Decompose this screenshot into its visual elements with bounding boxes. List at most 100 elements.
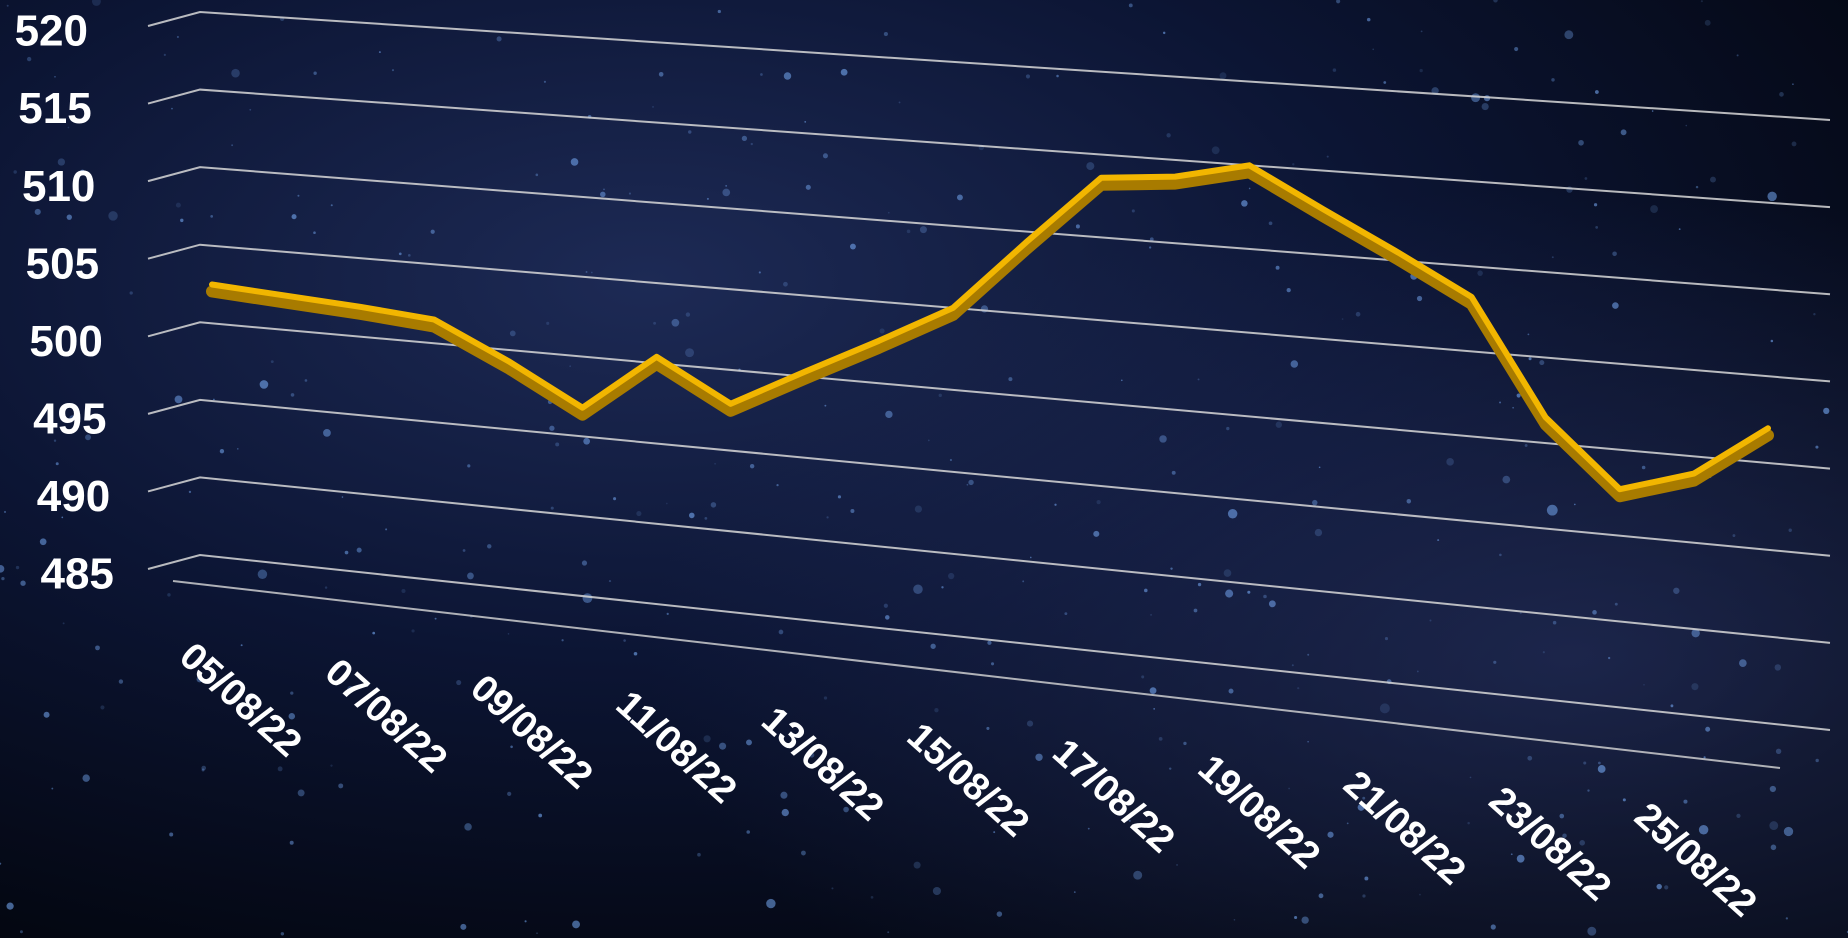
bokeh-dot	[240, 644, 243, 647]
bokeh-dot	[1527, 333, 1530, 336]
bokeh-dot	[1248, 187, 1251, 190]
bokeh-dot	[167, 593, 171, 597]
bokeh-dot	[1153, 707, 1156, 710]
bokeh-dot	[236, 448, 239, 450]
bokeh-dot	[1341, 318, 1344, 320]
bokeh-dot	[1297, 687, 1300, 690]
bokeh-dot	[688, 512, 695, 519]
bokeh-dot	[750, 142, 753, 146]
bokeh-dot	[831, 887, 834, 890]
bokeh-dot	[934, 708, 939, 713]
bokeh-dot	[1643, 683, 1645, 686]
bokeh-dot	[919, 226, 927, 234]
bokeh-dot	[201, 765, 207, 771]
bokeh-dot	[1502, 475, 1511, 484]
y-tick-label: 490	[37, 472, 110, 521]
bokeh-dot	[1419, 68, 1423, 73]
bokeh-dot	[1357, 803, 1365, 811]
bokeh-dot	[1166, 133, 1171, 138]
bokeh-dot	[1770, 339, 1774, 343]
bokeh-dot	[717, 9, 721, 14]
bokeh-dot	[1815, 445, 1819, 449]
bokeh-dot	[1656, 883, 1662, 890]
bokeh-dot	[1481, 103, 1489, 111]
bokeh-dot	[1366, 17, 1371, 22]
bokeh-dot	[524, 920, 527, 923]
bokeh-dot	[746, 830, 751, 834]
bokeh-dot	[850, 508, 855, 513]
bokeh-dot	[1022, 580, 1025, 583]
grid-line	[147, 166, 1831, 296]
bokeh-dot	[800, 850, 806, 856]
bokeh-dot	[1346, 822, 1349, 825]
bokeh-dot	[20, 580, 26, 586]
bokeh-dot	[1512, 406, 1514, 409]
bokeh-dot	[507, 633, 510, 635]
bokeh-dot	[1783, 826, 1794, 837]
bokeh-dot	[376, 718, 379, 720]
bokeh-dot	[1578, 139, 1584, 146]
bokeh-dot	[1551, 78, 1555, 82]
bokeh-dot	[1499, 401, 1502, 404]
bokeh-dot	[538, 813, 543, 818]
bokeh-dot	[990, 662, 995, 666]
bokeh-dot	[1664, 885, 1669, 890]
bokeh-dot	[804, 120, 807, 123]
bokeh-dot	[13, 170, 17, 174]
bokeh-dot	[823, 696, 828, 700]
bokeh-dot	[665, 502, 668, 505]
bokeh-dot	[1279, 841, 1282, 844]
bokeh-dot	[1183, 741, 1187, 746]
bokeh-dot	[1291, 664, 1294, 667]
bokeh-dot	[1362, 894, 1366, 898]
bokeh-dot	[535, 173, 539, 177]
bokeh-dot	[1219, 72, 1227, 80]
bokeh-dot	[703, 735, 711, 743]
bokeh-dot	[906, 229, 911, 234]
bokeh-dot	[464, 823, 472, 831]
bokeh-dot	[1008, 377, 1013, 382]
bokeh-dot	[1788, 528, 1792, 532]
bokeh-dot	[1383, 81, 1387, 84]
grid-line	[147, 243, 1831, 383]
bokeh-dot	[543, 80, 547, 83]
bokeh-dot	[1579, 840, 1586, 846]
bokeh-dot	[913, 861, 921, 869]
bokeh-dot	[1225, 589, 1234, 598]
bokeh-dot	[1197, 378, 1200, 381]
bokeh-dot	[1595, 226, 1599, 229]
bokeh-dot	[1233, 918, 1236, 921]
bokeh-dot	[6, 902, 14, 910]
bokeh-dot	[1197, 582, 1202, 587]
bokeh-dot	[1056, 74, 1059, 78]
bokeh-dot	[613, 497, 617, 501]
bokeh-dot	[724, 779, 727, 782]
bokeh-dot	[1241, 200, 1248, 207]
bokeh-dot	[932, 886, 941, 896]
bokeh-dot	[1770, 844, 1777, 851]
bokeh-dot	[163, 53, 166, 56]
bokeh-dot	[291, 214, 297, 220]
bokeh-dot	[61, 516, 64, 519]
bokeh-dot	[1477, 270, 1483, 276]
bokeh-dot	[487, 544, 492, 549]
bokeh-dot	[942, 761, 946, 766]
bokeh-dot	[1162, 31, 1166, 35]
bokeh-dot	[496, 36, 502, 42]
bokeh-dot	[1420, 30, 1423, 33]
bokeh-dot	[1527, 755, 1533, 761]
bokeh-dot	[1301, 916, 1309, 924]
bokeh-dot	[1431, 87, 1439, 95]
bokeh-dot	[1379, 703, 1390, 714]
bokeh-dot	[456, 679, 462, 686]
floor-edge	[172, 580, 1781, 769]
bokeh-dot	[277, 766, 283, 772]
bokeh-dot	[590, 271, 593, 274]
bokeh-dot	[993, 831, 996, 834]
bokeh-dot	[1564, 30, 1574, 40]
bokeh-dot	[746, 739, 752, 746]
bokeh-dot	[467, 572, 474, 580]
bokeh-dot	[297, 789, 305, 797]
bokeh-dot	[826, 516, 829, 519]
bokeh-dot	[883, 603, 888, 608]
